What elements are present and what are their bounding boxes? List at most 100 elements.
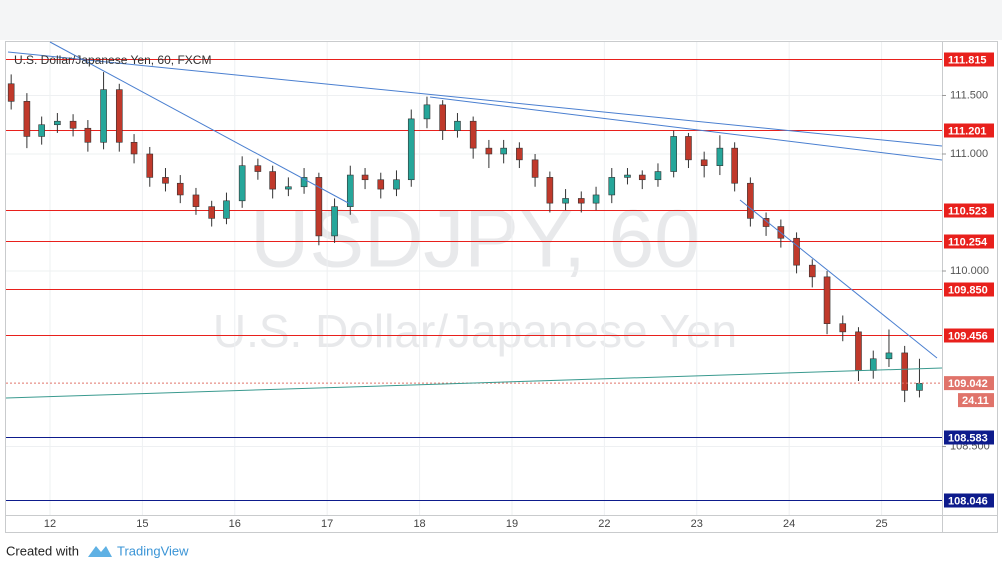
x-tick-label: 16 [229,518,241,530]
candle-body [254,165,262,172]
level-label: 109.456 [948,330,988,342]
trend-line [5,367,943,399]
candle-body [84,127,92,143]
candle-body [146,153,154,178]
plot [6,42,942,515]
candle-body [546,177,554,204]
candle-body [346,174,354,207]
candle-body [162,177,169,184]
candle-body [115,89,123,143]
level-label-box [944,123,994,138]
candle-body [685,136,692,161]
candle-body [608,177,616,196]
candle-body [638,174,646,181]
candle-body [839,323,847,333]
x-tick-label: 17 [321,518,333,530]
candle-body [377,179,385,190]
watermark-symbol: USDJPY, 60 [250,194,700,285]
x-tick-label: 24 [783,518,795,530]
level-label-box [944,282,994,297]
y-tick-label: 111.000 [950,148,988,160]
candle-body [654,171,662,181]
candle-body [855,331,862,371]
y-tick-label: 110.000 [950,265,989,277]
level-label-box [944,203,994,218]
candle-body [269,171,276,190]
y-tick-label: 111.500 [950,89,988,101]
candle-body [192,194,200,207]
x-tick-label: 18 [413,518,425,530]
candle-body [901,352,908,391]
candle-body [407,118,415,181]
candle-body [808,264,816,278]
candle-body [747,182,754,219]
candle-body [485,147,493,155]
trend-line [7,51,943,147]
candle-body [716,147,724,166]
trend-line [739,199,938,359]
countdown-box [958,393,994,408]
level-label: 111.815 [948,54,987,66]
candle-body [176,182,184,196]
watermark-description: U.S. Dollar/Japanese Yen [213,305,737,357]
top-bar [0,0,1002,40]
x-tick-label: 15 [136,518,148,530]
level-label: 108.046 [948,495,988,507]
candle-body [454,120,461,131]
candle-body [331,206,338,237]
last-price-label: 109.042 [948,378,988,390]
tradingview-logo [88,546,112,557]
x-tick-label: 23 [691,518,703,530]
candle-body [793,237,800,266]
chart-frame [5,41,998,533]
candle-body [500,147,507,155]
candle-body [670,136,677,172]
candle-body [130,141,138,155]
candle-body [592,194,600,204]
last-price-box [944,376,994,391]
candle-body [223,200,230,219]
candle-body [361,174,369,181]
candle-body [516,147,523,161]
candle-body [823,276,831,324]
countdown-label: 24.11 [962,395,989,407]
candle-body [700,159,708,166]
candle-body [885,352,893,360]
candle-body [38,124,45,137]
candle-body [869,358,877,371]
footer-brand[interactable]: TradingView [117,543,189,558]
candle-body [577,198,585,204]
candle-body [469,120,477,149]
candle-body [7,83,15,102]
candle-body [762,218,770,227]
chart-title: U.S. Dollar/Japanese Yen, 60, FXCM [14,53,211,67]
level-label: 110.523 [948,205,987,217]
candle-body [300,177,308,188]
candle-body [624,174,631,178]
footer-created: Created with [6,543,79,558]
level-label: 109.850 [948,284,988,296]
candle-body [315,177,323,237]
candle-body [731,147,738,184]
candle-body [208,206,215,219]
level-label: 110.254 [948,236,988,248]
candle-body [531,159,539,178]
x-tick-label: 25 [875,518,887,530]
level-label-box [944,52,994,67]
level-label: 108.583 [948,432,988,444]
x-tick-label: 22 [598,518,610,530]
level-label-box [944,328,994,343]
candle-body [54,120,61,126]
candle-body [285,186,292,190]
candle-body [69,120,77,129]
candle-body [916,383,923,391]
candle-body [238,165,246,202]
x-tick-label: 12 [44,518,56,530]
candle-body [23,101,31,137]
candle-body [100,89,107,143]
candle-body [439,104,446,131]
x-tick-label: 19 [506,518,518,530]
level-label: 111.201 [948,125,987,137]
